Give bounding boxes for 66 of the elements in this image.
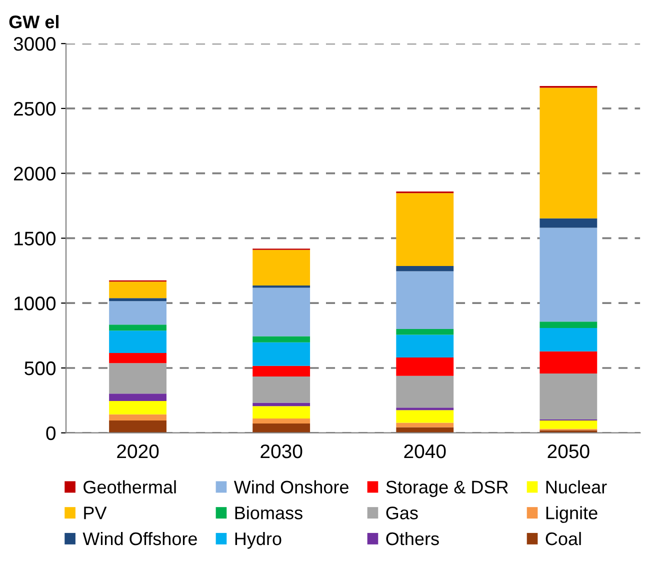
x-tick-label: 2050 xyxy=(548,444,590,458)
legend-label: Biomass xyxy=(235,506,302,520)
bar xyxy=(252,406,310,418)
bar xyxy=(540,228,598,322)
bar xyxy=(540,420,598,429)
bar xyxy=(252,342,310,366)
bar xyxy=(540,322,598,328)
bar xyxy=(396,410,454,423)
bar xyxy=(252,336,310,342)
legend-label: Wind Offshore xyxy=(82,532,197,546)
bar xyxy=(540,351,598,374)
bar xyxy=(109,414,166,421)
legend-label: Nuclear xyxy=(546,480,607,494)
legend-label: Others xyxy=(386,532,439,546)
y-axis-title: GW el xyxy=(9,15,58,28)
bar xyxy=(396,427,454,433)
x-tick-label: 2020 xyxy=(117,444,159,458)
bar xyxy=(109,401,166,414)
bar xyxy=(540,218,598,228)
bar xyxy=(396,266,454,272)
bar xyxy=(252,424,310,433)
x-tick-label: 2040 xyxy=(404,444,446,458)
bar xyxy=(109,298,166,302)
y-tick-label: 1500 xyxy=(14,232,56,246)
bar xyxy=(396,408,454,410)
bar xyxy=(540,374,598,420)
legend-label: Gas xyxy=(386,506,418,520)
bar xyxy=(252,418,310,424)
bar xyxy=(396,357,454,376)
legend-label: Hydro xyxy=(235,532,282,549)
bar xyxy=(109,394,166,402)
legend-label: Wind Onshore xyxy=(234,480,348,494)
bar xyxy=(396,422,454,428)
bar xyxy=(109,330,166,354)
bar xyxy=(540,88,598,218)
bar xyxy=(540,430,598,433)
bar xyxy=(396,271,454,330)
y-tick-label: 0 xyxy=(46,426,56,440)
bar xyxy=(109,324,166,331)
bar xyxy=(396,334,454,358)
legend-label: Geothermal xyxy=(84,480,176,494)
bar xyxy=(396,193,454,266)
legend-label: Coal xyxy=(546,532,581,546)
bar xyxy=(109,353,166,364)
y-tick-label: 2000 xyxy=(14,166,56,181)
bar xyxy=(109,301,166,325)
legend-label: Storage & DSR xyxy=(386,480,508,498)
y-tick-label: 500 xyxy=(24,361,56,376)
bar xyxy=(252,402,310,406)
bar xyxy=(396,329,454,335)
bar xyxy=(109,363,166,394)
bar xyxy=(109,420,166,433)
y-tick-label: 2500 xyxy=(14,102,56,116)
bar xyxy=(396,376,454,408)
y-tick-label: 3000 xyxy=(14,37,56,51)
bar xyxy=(540,328,598,352)
bar xyxy=(109,282,166,298)
bar xyxy=(252,250,310,286)
bar xyxy=(252,288,310,336)
bar xyxy=(252,376,310,403)
legend-label: Lignite xyxy=(546,506,598,523)
legend-label: PV xyxy=(84,506,107,520)
bar xyxy=(252,285,310,288)
bar xyxy=(252,366,310,377)
y-tick-label: 1000 xyxy=(14,296,56,310)
x-tick-label: 2030 xyxy=(260,444,302,458)
